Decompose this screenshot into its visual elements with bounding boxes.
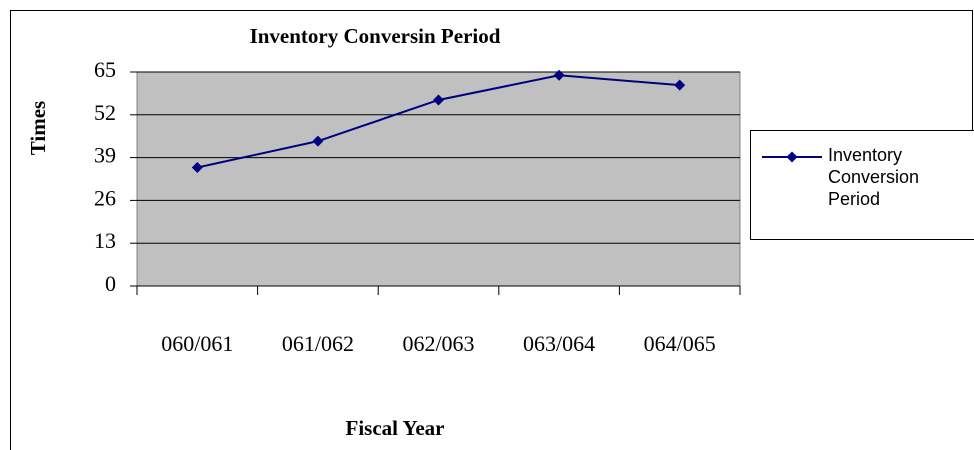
x-axis-label: Fiscal Year <box>346 416 445 440</box>
point-marker <box>312 135 324 147</box>
point-marker <box>674 79 686 91</box>
point-marker <box>553 69 565 81</box>
y-tick-label: 65 <box>94 57 116 82</box>
point-marker <box>191 161 203 173</box>
point-marker <box>433 94 444 106</box>
legend-label: Inventory Conversion Period <box>828 145 920 209</box>
y-tick-label: 13 <box>94 228 116 253</box>
chart-title: Inventory Conversin Period <box>250 24 501 48</box>
y-tick-label: 26 <box>94 185 116 210</box>
x-tick-label: 062/063 <box>402 331 474 356</box>
chart-border <box>10 10 973 450</box>
x-tick-label: 064/065 <box>644 331 716 356</box>
x-tick-label: 061/062 <box>282 331 354 356</box>
x-tick-label: 063/064 <box>523 331 595 356</box>
y-tick-label: 0 <box>105 271 116 296</box>
y-axis-label: Times <box>26 101 50 155</box>
legend-marker <box>786 151 798 163</box>
x-tick-label: 060/061 <box>161 331 233 356</box>
y-tick-label: 39 <box>94 143 116 168</box>
legend-box <box>750 130 974 240</box>
y-tick-label: 52 <box>94 100 116 125</box>
